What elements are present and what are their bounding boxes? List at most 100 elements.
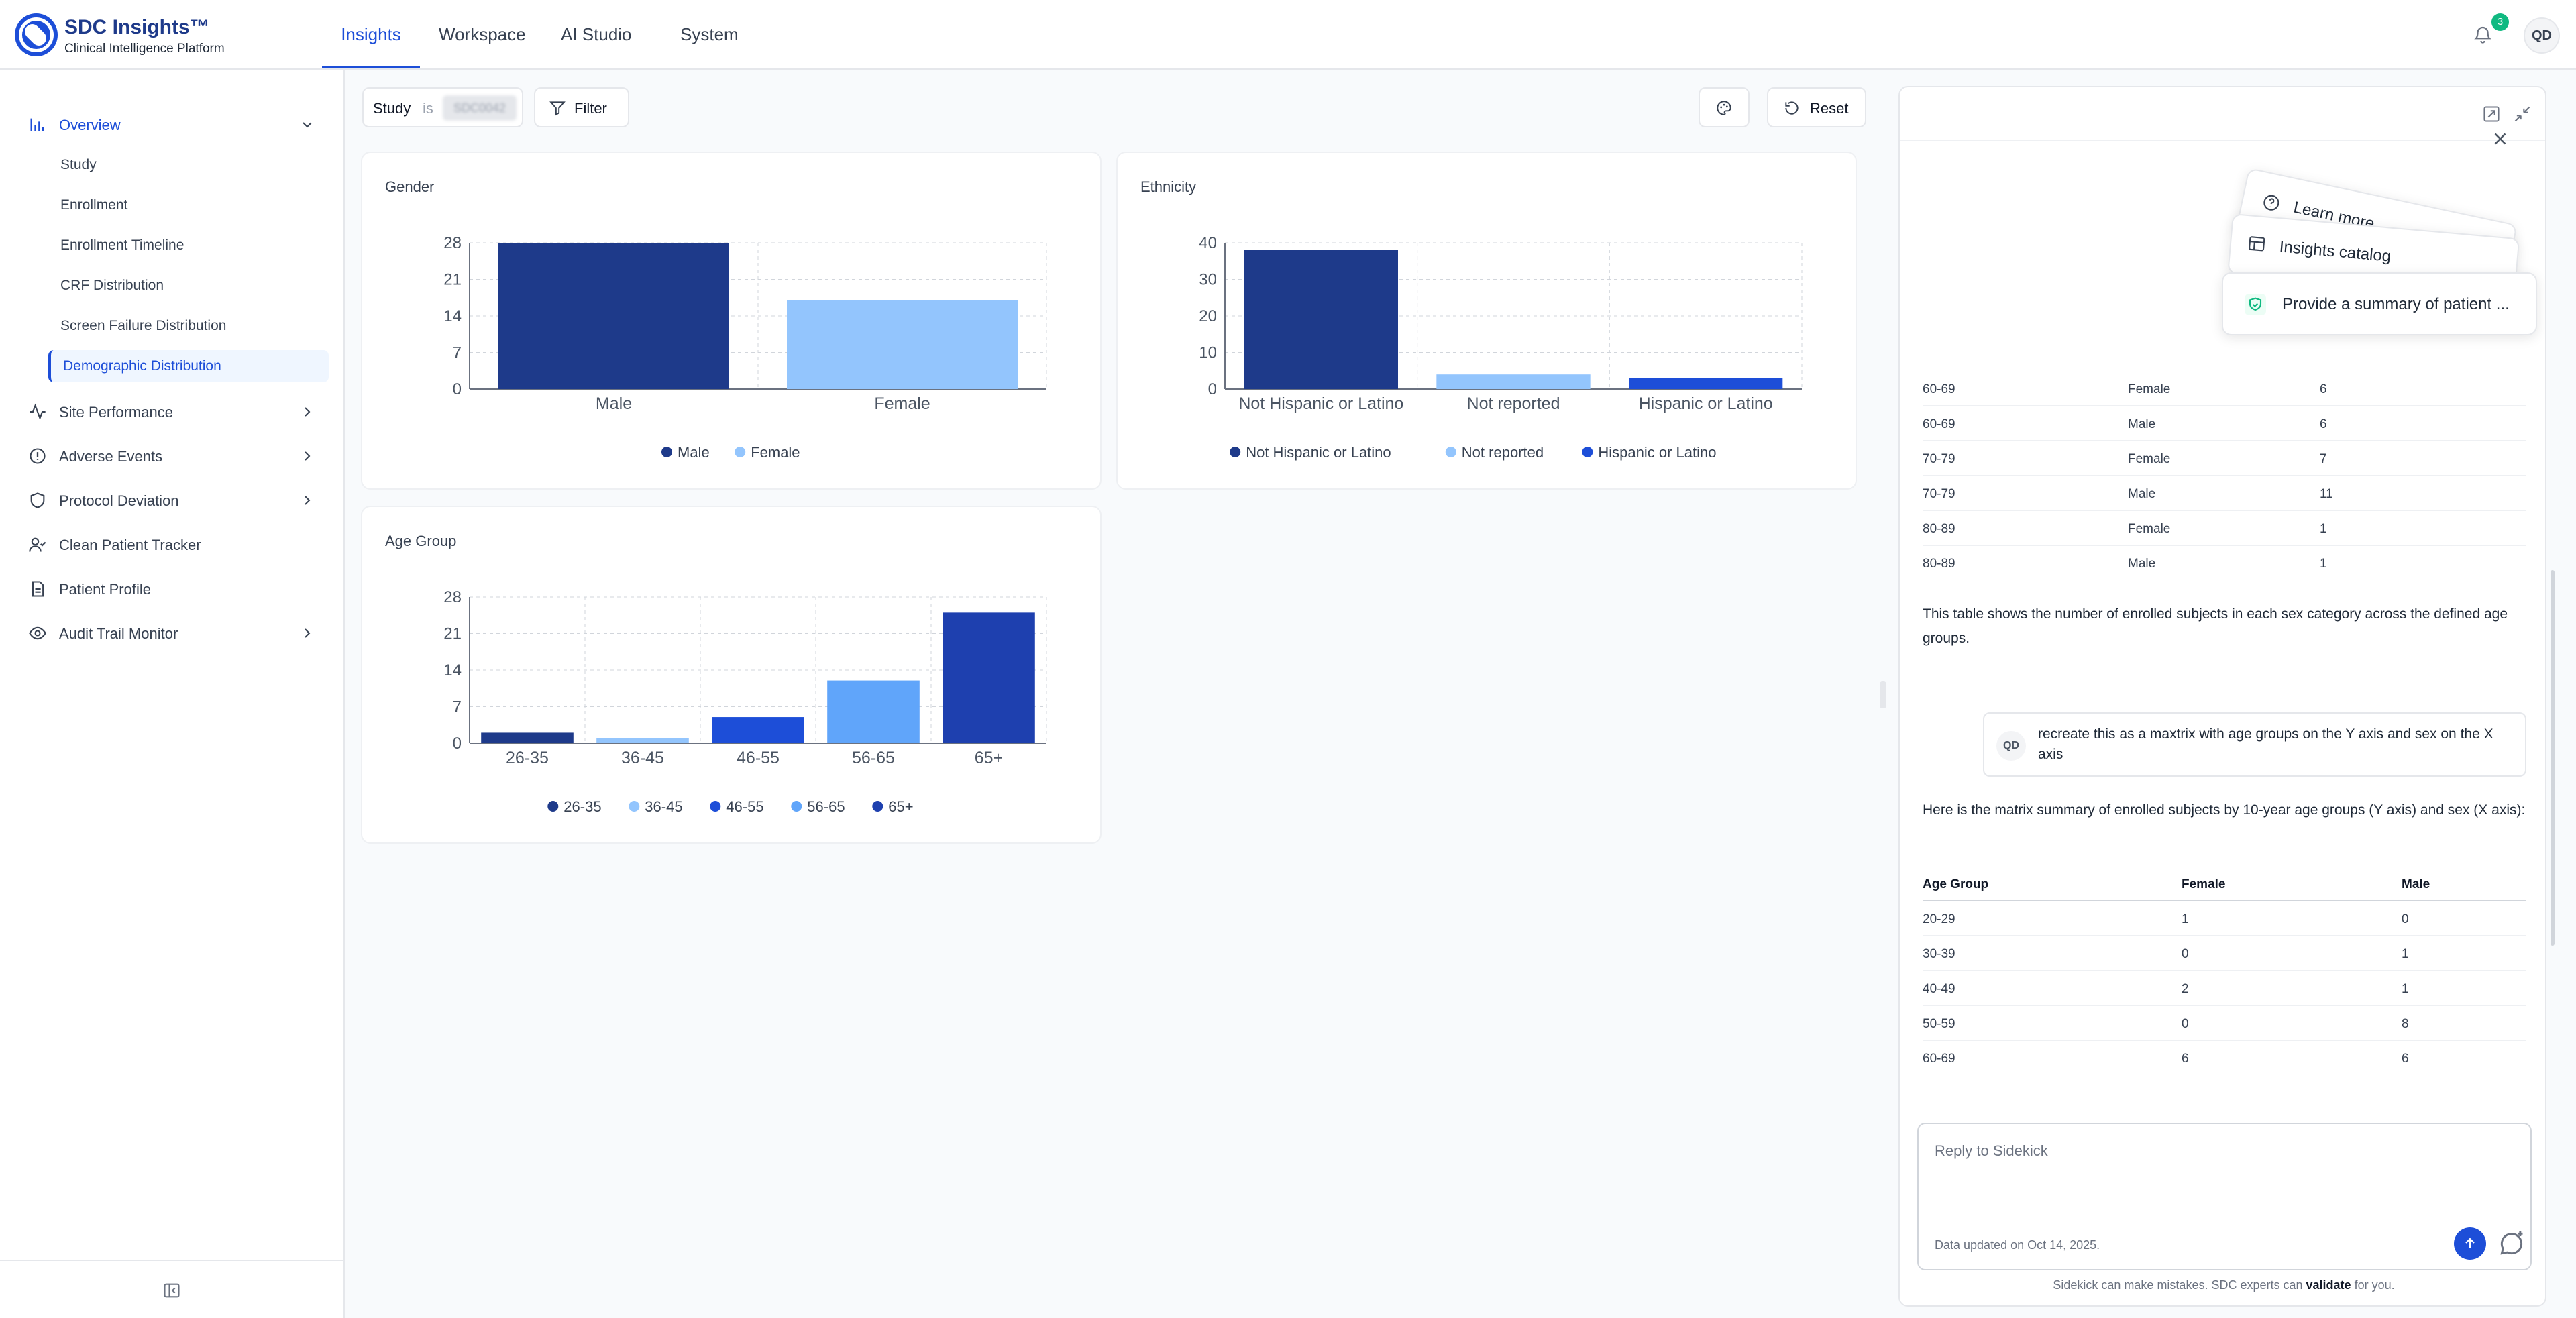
nav-workspace[interactable]: Workspace — [439, 24, 526, 44]
legend-swatch — [547, 801, 559, 812]
ethnicity-bar-chart: 0 10 20 30 40 Not Hispanic or Latino Not repor… — [1199, 234, 1803, 461]
validate-link[interactable]: validate — [2306, 1278, 2351, 1292]
legend-label[interactable]: Hispanic or Latino — [1598, 444, 1716, 461]
legend-swatch — [872, 801, 883, 812]
palette-icon — [1717, 101, 1731, 115]
nav-insights[interactable]: Insights — [322, 0, 420, 68]
chart-title: Age Group — [385, 533, 457, 549]
legend-label[interactable]: Male — [678, 444, 710, 461]
expand-icon[interactable] — [2482, 105, 2501, 123]
legend-label[interactable]: 65+ — [888, 798, 913, 815]
reset-button[interactable]: Reset — [1767, 87, 1866, 127]
filter-operator: is — [423, 100, 433, 117]
close-icon[interactable] — [2490, 129, 2510, 149]
y-tick-label: 40 — [1199, 234, 1217, 252]
send-button[interactable] — [2454, 1227, 2486, 1260]
bar-not-reported[interactable] — [1436, 374, 1591, 389]
catalog-icon — [2249, 236, 2265, 252]
legend-label[interactable]: 56-65 — [807, 798, 845, 815]
sidebar-subitem-enrollment[interactable]: Enrollment — [60, 197, 128, 213]
user-avatar: QD — [1996, 731, 2026, 761]
filter-button[interactable]: Filter — [534, 87, 629, 127]
sidekick-scrollbar[interactable] — [2551, 570, 2555, 946]
bar-65-[interactable] — [943, 612, 1035, 743]
age-group-chart-card: Age Group 0 7 14 21 28 26-35 36-45 46-55 56-65 65… — [361, 506, 1102, 844]
y-tick-label: 14 — [443, 661, 462, 679]
chart-title: Ethnicity — [1140, 178, 1197, 195]
bar-not-hispanic-or-latino[interactable] — [1244, 250, 1398, 389]
sidebar-item-label: Protocol Deviation — [59, 492, 179, 509]
legend-swatch — [1230, 447, 1241, 457]
document-icon — [32, 581, 44, 597]
x-tick-label: 26-35 — [506, 749, 549, 767]
sdc-logo[interactable] — [15, 13, 58, 56]
panel-resize-handle[interactable] — [1880, 681, 1886, 708]
x-tick-label: Not reported — [1467, 394, 1560, 413]
reply-input[interactable] — [1935, 1138, 2404, 1164]
sidebar-subitem-demographic-distribution[interactable]: Demographic Distribution — [48, 350, 329, 382]
user-check-icon — [29, 537, 46, 552]
bar-female[interactable] — [787, 300, 1018, 389]
bar-46-55[interactable] — [712, 717, 804, 743]
filter-icon — [549, 101, 566, 116]
sidebar-item-site-performance[interactable]: Site Performance — [0, 393, 345, 431]
study-filter-chip[interactable]: Study is SDC0042 — [362, 87, 523, 127]
sidebar-subitem-screen-failure[interactable]: Screen Failure Distribution — [60, 318, 227, 333]
legend-swatch — [791, 801, 802, 812]
bar-chart-icon — [30, 118, 44, 131]
suggestion-label: Provide a summary of patient ... — [2282, 295, 2510, 313]
sidebar-item-patient-profile[interactable]: Patient Profile — [0, 570, 345, 608]
sidebar-item-protocol-deviation[interactable]: Protocol Deviation — [0, 482, 345, 519]
collapse-sidebar-icon[interactable] — [162, 1281, 181, 1300]
reset-icon — [1785, 101, 1799, 115]
chevron-right-icon — [305, 451, 311, 461]
legend-label[interactable]: Female — [751, 444, 800, 461]
y-tick-label: 7 — [453, 698, 462, 716]
sidebar-item-clean-patient-tracker[interactable]: Clean Patient Tracker — [0, 526, 345, 563]
help-circle-icon — [2263, 195, 2279, 211]
legend-swatch — [661, 447, 672, 457]
y-tick-label: 21 — [443, 271, 462, 289]
ethnicity-chart-card: Ethnicity 0 10 20 30 40 Not Hispanic or Latin… — [1116, 152, 1857, 490]
palette-button[interactable] — [1699, 87, 1750, 127]
table-row: 70-79 Female 7 — [1923, 441, 2526, 476]
chevron-right-icon — [305, 407, 311, 417]
y-tick-label: 28 — [443, 234, 462, 252]
table-row: 80-89 Male 1 — [1923, 557, 2327, 571]
legend-label[interactable]: Not reported — [1462, 444, 1544, 461]
sidebar-subitem-crf-distribution[interactable]: CRF Distribution — [60, 278, 164, 293]
legend-label[interactable]: 26-35 — [564, 798, 601, 815]
sidebar-item-overview[interactable]: Overview — [0, 106, 345, 144]
sidebar-subitem-study[interactable]: Study — [60, 157, 97, 172]
sidebar-subitem-enrollment-timeline[interactable]: Enrollment Timeline — [60, 237, 184, 253]
bar-male[interactable] — [498, 243, 729, 389]
legend-label[interactable]: 46-55 — [726, 798, 763, 815]
nav-system[interactable]: System — [680, 24, 739, 44]
brand-subtitle: Clinical Intelligence Platform — [64, 42, 225, 56]
y-tick-label: 28 — [443, 588, 462, 606]
sidebar-item-label: Overview — [59, 117, 121, 133]
y-tick-label: 0 — [1208, 380, 1217, 398]
suggestion-patient-summary[interactable]: Provide a summary of patient ... — [2222, 272, 2537, 335]
y-tick-label: 0 — [453, 734, 462, 753]
minimize-icon[interactable] — [2513, 105, 2532, 123]
table-row: 70-79 Male 11 — [1923, 476, 2526, 511]
sidebar-item-audit-trail-monitor[interactable]: Audit Trail Monitor — [0, 614, 345, 652]
bar-36-45[interactable] — [596, 738, 689, 743]
bar-56-65[interactable] — [827, 680, 920, 743]
filter-key: Study — [373, 100, 411, 117]
legend-label[interactable]: Not Hispanic or Latino — [1246, 444, 1391, 461]
activity-icon — [30, 403, 46, 421]
bell-icon[interactable] — [2473, 23, 2493, 46]
legend-label[interactable]: 36-45 — [645, 798, 682, 815]
table-row: 50-59 0 8 — [1923, 1006, 2526, 1041]
sidebar-item-adverse-events[interactable]: Adverse Events — [0, 437, 345, 475]
user-avatar[interactable]: QD — [2524, 17, 2560, 54]
bar-26-35[interactable] — [481, 732, 574, 743]
bar-hispanic-or-latino[interactable] — [1629, 378, 1783, 389]
nav-ai-studio[interactable]: AI Studio — [561, 24, 632, 44]
suggestion-insights-catalog[interactable]: Insights catalog — [2227, 213, 2520, 299]
suggestion-label: Insights catalog — [2278, 237, 2392, 266]
suggestion-learn-more[interactable]: Learn more — [2235, 168, 2518, 291]
new-chat-icon[interactable] — [2497, 1229, 2526, 1258]
